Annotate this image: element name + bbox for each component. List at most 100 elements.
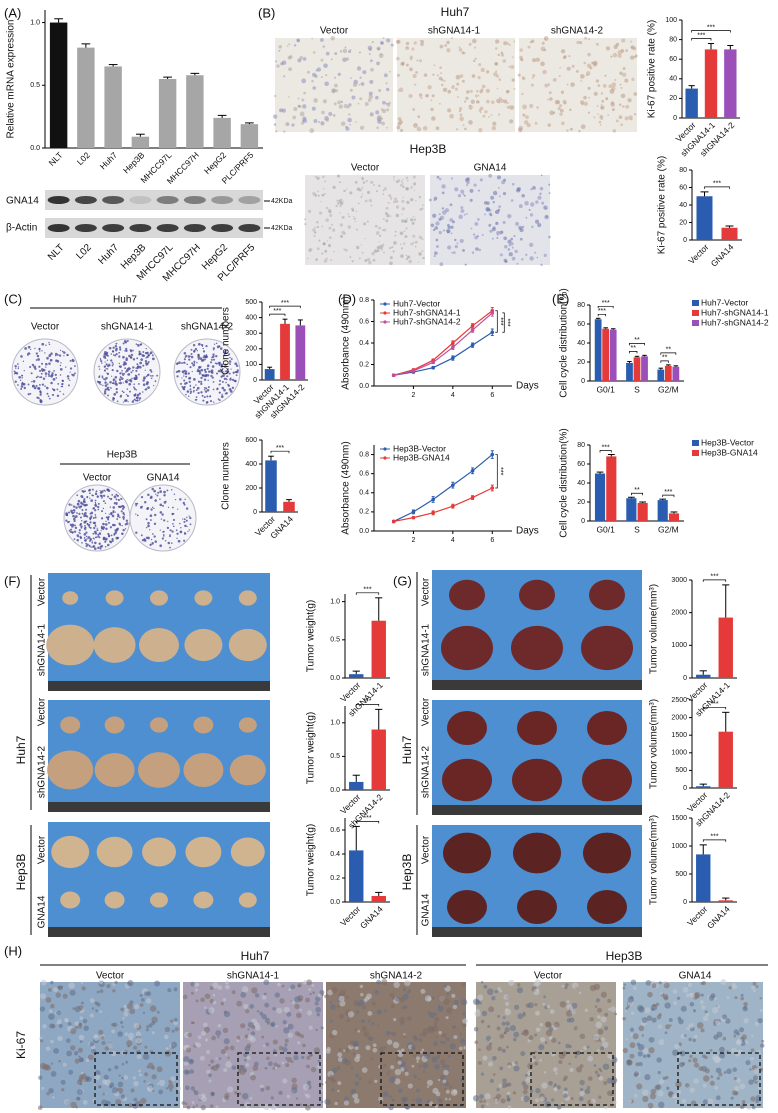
- point: [391, 519, 396, 524]
- colony: [113, 502, 117, 505]
- colony: [97, 508, 100, 511]
- y-axis-label: Relative mRNA expression: [6, 20, 17, 139]
- photo-texture: [79, 1025, 82, 1029]
- photo-texture: [138, 1073, 142, 1077]
- photo-texture: [396, 73, 400, 77]
- photo-texture: [469, 108, 472, 110]
- point: [470, 324, 475, 328]
- colony: [227, 384, 231, 387]
- bar: [213, 117, 231, 148]
- photo-texture: [404, 1071, 409, 1076]
- photo-texture: [428, 1011, 436, 1019]
- tumor: [139, 628, 179, 662]
- photo-texture: [627, 98, 632, 103]
- colony: [183, 379, 186, 382]
- photo-texture: [610, 55, 613, 58]
- photo-texture: [215, 1057, 218, 1060]
- colony: [113, 393, 117, 396]
- photo-texture: [278, 1090, 283, 1095]
- colony: [106, 364, 110, 368]
- photo-texture: [502, 1078, 507, 1084]
- colony: [187, 530, 189, 533]
- photo-texture: [325, 257, 328, 260]
- photo-texture: [261, 994, 267, 1000]
- colony: [61, 379, 65, 383]
- photo-texture: [421, 1032, 427, 1038]
- ruler: [432, 805, 642, 815]
- colony: [203, 368, 207, 372]
- photo-texture: [250, 1074, 256, 1081]
- photo-texture: [674, 1043, 680, 1050]
- colony: [29, 392, 32, 395]
- photo-texture: [120, 1007, 124, 1012]
- photo-texture: [259, 1011, 264, 1016]
- photo-texture: [433, 1021, 438, 1026]
- significance-bracket: [662, 494, 675, 498]
- photo-texture: [145, 1028, 149, 1032]
- photo-texture: [440, 72, 442, 74]
- colony: [15, 367, 17, 369]
- photo-texture: [686, 1027, 691, 1031]
- photo-texture: [358, 257, 361, 260]
- photo-texture: [326, 240, 329, 242]
- photo-texture: [195, 999, 199, 1003]
- colony: [69, 367, 73, 370]
- significance-bracket: [629, 343, 645, 346]
- photo-texture: [48, 1087, 54, 1094]
- photo-texture: [715, 1067, 722, 1074]
- photo-texture: [325, 74, 328, 77]
- photo-texture: [547, 98, 549, 101]
- photo-texture: [754, 1080, 758, 1084]
- colony: [129, 378, 132, 381]
- group-title: Hep3B: [410, 142, 447, 156]
- colony: [184, 356, 187, 359]
- photo-texture: [277, 1064, 281, 1068]
- photo-texture: [437, 1005, 444, 1012]
- photo-texture: [732, 982, 736, 986]
- photo-texture: [491, 1055, 497, 1061]
- bar: [672, 366, 680, 381]
- photo-texture: [618, 115, 623, 120]
- colony: [112, 510, 115, 513]
- y-tick-label: 20: [669, 95, 677, 102]
- colony: [27, 393, 30, 396]
- colony: [55, 360, 57, 362]
- photo-texture: [497, 1014, 501, 1018]
- photo-texture: [129, 1008, 136, 1015]
- photo-texture: [349, 48, 352, 51]
- colony: [198, 365, 201, 369]
- y-tick-label: 100: [665, 17, 677, 24]
- photo-texture: [270, 1104, 277, 1111]
- colony: [226, 378, 228, 381]
- photo-texture: [58, 1023, 63, 1028]
- photo-texture: [433, 199, 436, 202]
- photo-texture: [348, 113, 351, 116]
- colony: [159, 503, 163, 507]
- colony: [133, 394, 136, 397]
- photo-texture: [595, 79, 599, 83]
- colony: [204, 370, 207, 374]
- photo-texture: [274, 94, 277, 98]
- photo-texture: [517, 1013, 524, 1020]
- photo-texture: [251, 987, 258, 994]
- colony: [94, 499, 97, 502]
- colony: [76, 512, 78, 514]
- bar: [657, 500, 668, 521]
- colony: [161, 537, 165, 540]
- photo-texture: [77, 1047, 83, 1053]
- photo-texture: [544, 1041, 548, 1045]
- point: [431, 511, 435, 515]
- photo-texture: [647, 1054, 651, 1058]
- colony: [79, 516, 82, 519]
- colony: [122, 355, 125, 359]
- colony: [181, 370, 185, 374]
- colony: [197, 342, 201, 346]
- colony: [119, 348, 122, 351]
- photo-texture: [332, 228, 336, 232]
- photo-texture: [392, 1041, 400, 1049]
- photo-texture: [496, 230, 500, 235]
- colony: [116, 536, 120, 540]
- photo-texture: [362, 181, 366, 184]
- photo-texture: [543, 995, 547, 999]
- colony: [189, 384, 192, 387]
